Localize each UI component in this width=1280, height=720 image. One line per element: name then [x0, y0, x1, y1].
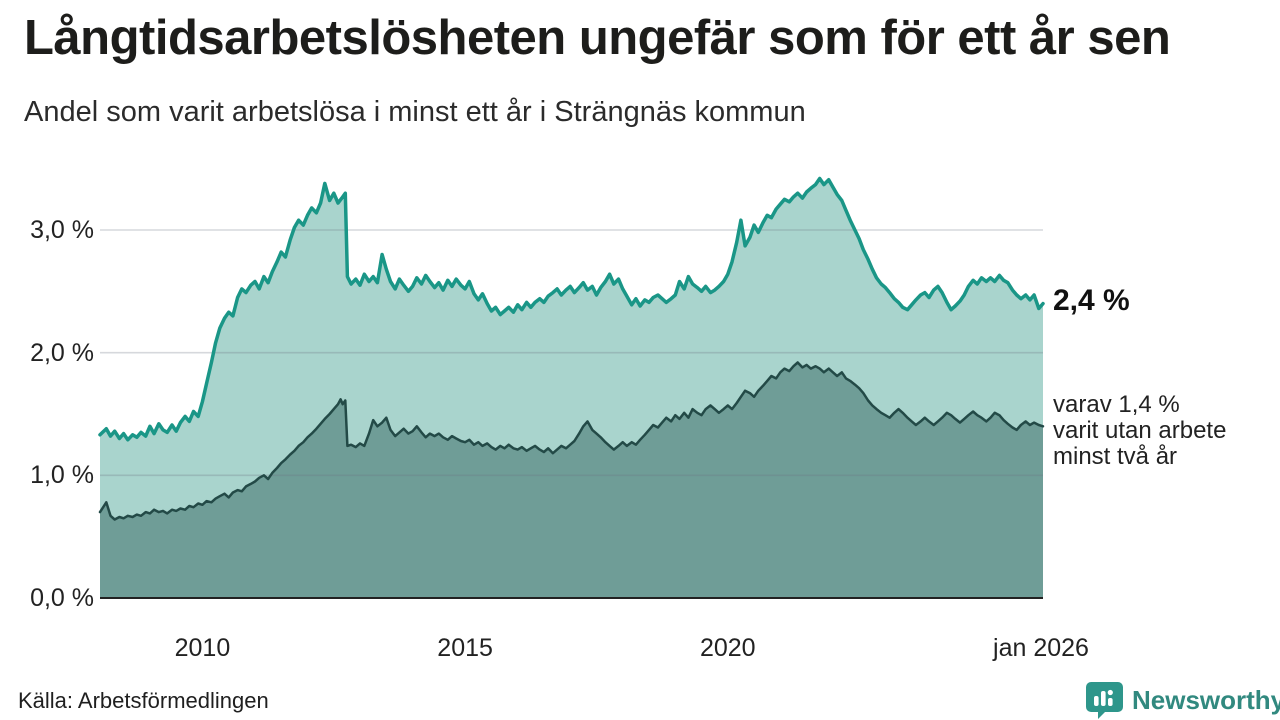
secondary-value-line: varit utan arbete — [1053, 417, 1227, 444]
x-tick-label: 2020 — [699, 634, 756, 662]
secondary-value-line: varav 1,4 % — [1053, 391, 1180, 418]
y-tick-label: 1,0 % — [30, 461, 94, 490]
x-tick-label: 2010 — [174, 634, 231, 662]
chart-subtitle: Andel som varit arbetslösa i minst ett å… — [24, 96, 806, 128]
chart-title: Långtidsarbetslösheten ungefär som för e… — [24, 11, 1171, 65]
area-fill-two-year — [100, 362, 1043, 598]
y-tick-label: 3,0 % — [30, 215, 94, 244]
newsworthy-logo-text: Newsworthy — [1132, 684, 1280, 715]
newsworthy-logo-icon — [1086, 681, 1124, 719]
y-tick-label: 0,0 % — [30, 584, 94, 612]
series-line-two-year — [98, 361, 1045, 521]
source-note: Källa: Arbetsförmedlingen — [18, 688, 269, 713]
secondary-value-line: minst två år — [1053, 443, 1178, 470]
secondary-value-label: varav 1,4 % varit utan arbete minst två … — [1053, 392, 1226, 470]
x-tick-label: jan 2026 — [993, 634, 1089, 662]
y-tick-label: 2,0 % — [30, 338, 94, 367]
newsworthy-logo: Newsworthy — [1086, 681, 1280, 719]
series-line-one-year — [98, 176, 1045, 442]
x-tick-label: 2015 — [437, 634, 493, 662]
latest-value-label: 2,4 % — [1053, 284, 1130, 317]
